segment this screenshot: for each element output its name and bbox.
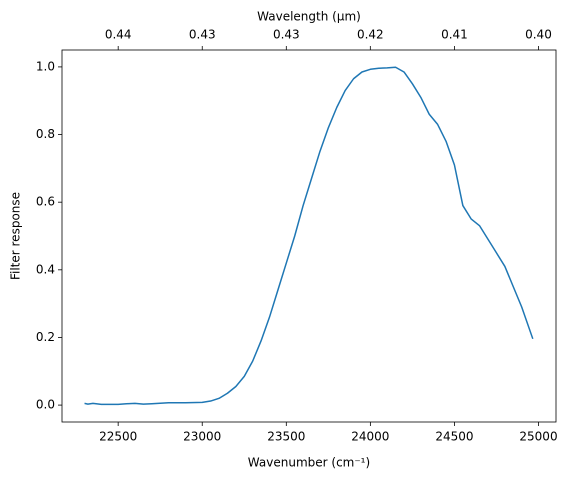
x2-tick-label: 0.42 [357,28,384,42]
y-tick-label: 0.2 [36,330,55,344]
x-tick-label: 22500 [99,430,137,444]
x2-tick-label: 0.40 [525,28,552,42]
x-tick-label: 24500 [435,430,473,444]
y-tick-label: 0.6 [36,195,55,209]
x2-tick-label: 0.43 [273,28,300,42]
y-tick-label: 0.0 [36,398,55,412]
x2-tick-label: 0.41 [441,28,468,42]
plot-frame [61,49,557,423]
y-tick-label: 0.8 [36,127,55,141]
x2-tick-label: 0.43 [189,28,216,42]
filter-curve [84,66,534,406]
x-axis-label: Wavenumber (cm⁻¹) [248,456,370,470]
x-tick-label: 24000 [351,430,389,444]
x-tick-label: 23000 [183,430,221,444]
y-tick-label: 1.0 [36,59,55,73]
y-tick-label: 0.4 [36,262,55,276]
x-tick-label: 23500 [267,430,305,444]
x2-axis-label: Wavelength (μm) [257,10,361,24]
y-axis-label: Filter response [9,192,23,280]
x2-tick-label: 0.44 [105,28,132,42]
x-tick-label: 25000 [519,430,557,444]
